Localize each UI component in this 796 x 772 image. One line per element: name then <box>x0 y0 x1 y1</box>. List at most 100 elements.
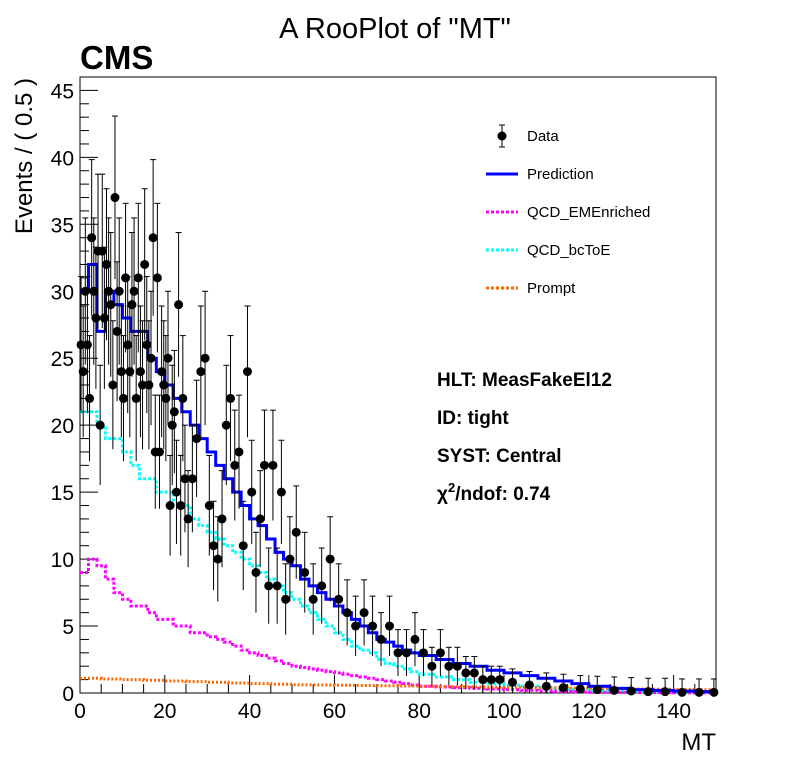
data-marker <box>138 380 148 390</box>
data-marker <box>435 648 445 658</box>
data-point <box>148 159 158 316</box>
y-tick-label: 15 <box>51 482 74 505</box>
data-point <box>541 672 551 693</box>
data-point <box>200 290 210 426</box>
y-axis-label: Events / ( 0.5 ) <box>11 78 38 234</box>
data-marker <box>106 300 116 310</box>
data-marker <box>152 273 162 283</box>
data-point <box>192 379 202 497</box>
data-point <box>592 675 602 695</box>
data-marker <box>626 686 636 696</box>
data-marker <box>82 340 92 350</box>
data-point <box>129 217 139 365</box>
data-marker <box>176 501 186 511</box>
data-marker <box>368 621 378 631</box>
data-point <box>495 665 505 693</box>
data-marker <box>91 313 101 323</box>
x-tick-label: 100 <box>486 700 521 723</box>
chi2-symbol: χ <box>437 484 448 505</box>
data-marker <box>204 501 214 511</box>
data-point <box>410 612 420 667</box>
data-point <box>452 646 462 686</box>
data-marker <box>524 680 534 690</box>
data-point <box>108 320 118 450</box>
data-point <box>234 394 244 509</box>
data-point <box>176 454 186 556</box>
data-marker <box>187 474 197 484</box>
data-marker <box>114 286 124 296</box>
data-points <box>76 115 719 697</box>
data-point <box>575 675 585 694</box>
x-tick-label: 120 <box>571 700 606 723</box>
data-marker <box>410 634 420 644</box>
data-marker <box>351 621 361 631</box>
data-point <box>268 409 278 521</box>
data-point <box>169 349 179 474</box>
data-marker <box>144 380 154 390</box>
data-marker <box>226 393 236 403</box>
data-point <box>325 516 335 602</box>
data-point <box>285 516 295 602</box>
data-marker <box>146 353 156 363</box>
hlt-annotation: HLT: MeasFakeEl12 <box>437 370 612 391</box>
data-point <box>308 563 318 635</box>
data-point <box>204 454 214 556</box>
data-point <box>609 676 619 695</box>
legend-label: Prediction <box>527 166 594 183</box>
data-marker <box>234 447 244 457</box>
data-point <box>385 595 395 656</box>
data-marker <box>325 554 335 564</box>
data-marker <box>317 581 327 591</box>
data-marker <box>264 581 274 591</box>
data-point <box>221 364 231 486</box>
data-point <box>178 335 188 462</box>
data-marker <box>80 286 90 296</box>
chi2-superscript: 2 <box>448 480 455 495</box>
data-marker <box>291 527 301 537</box>
data-marker <box>251 567 261 577</box>
data-marker <box>157 367 167 377</box>
data-marker <box>709 687 719 697</box>
data-marker <box>99 313 109 323</box>
data-point <box>95 364 105 486</box>
data-marker <box>180 474 190 484</box>
data-marker <box>276 487 286 497</box>
data-marker <box>238 541 248 551</box>
data-point <box>461 656 471 690</box>
data-point <box>110 115 120 279</box>
data-point <box>247 439 257 544</box>
data-point <box>140 188 150 341</box>
data-marker <box>104 286 114 296</box>
data-marker <box>376 634 386 644</box>
data-marker <box>281 594 291 604</box>
data-marker <box>135 367 145 377</box>
x-axis-label: MT <box>681 729 716 756</box>
legend-label: Prompt <box>527 280 576 297</box>
legend-entry-data: Data <box>497 124 559 148</box>
data-marker <box>183 514 193 524</box>
curve-qcd-bctoe <box>80 410 718 694</box>
data-marker <box>418 648 428 658</box>
data-marker <box>247 487 257 497</box>
data-marker <box>285 554 295 564</box>
data-marker <box>140 259 150 269</box>
data-point <box>524 671 534 693</box>
data-point <box>469 656 479 690</box>
y-tick-label: 0 <box>62 683 74 706</box>
data-marker <box>660 687 670 697</box>
data-marker <box>118 393 128 403</box>
data-point <box>281 563 291 635</box>
data-marker <box>108 380 118 390</box>
data-marker <box>89 286 99 296</box>
data-point <box>418 629 428 677</box>
data-marker <box>677 687 687 697</box>
data-marker <box>334 594 344 604</box>
y-tick-label: 40 <box>51 147 74 170</box>
data-marker <box>209 541 219 551</box>
y-tick-label: 20 <box>51 415 74 438</box>
y-tick-label: 45 <box>51 80 74 103</box>
data-point <box>342 579 352 646</box>
data-point <box>376 612 386 667</box>
data-marker <box>163 353 173 363</box>
data-marker <box>97 246 107 256</box>
